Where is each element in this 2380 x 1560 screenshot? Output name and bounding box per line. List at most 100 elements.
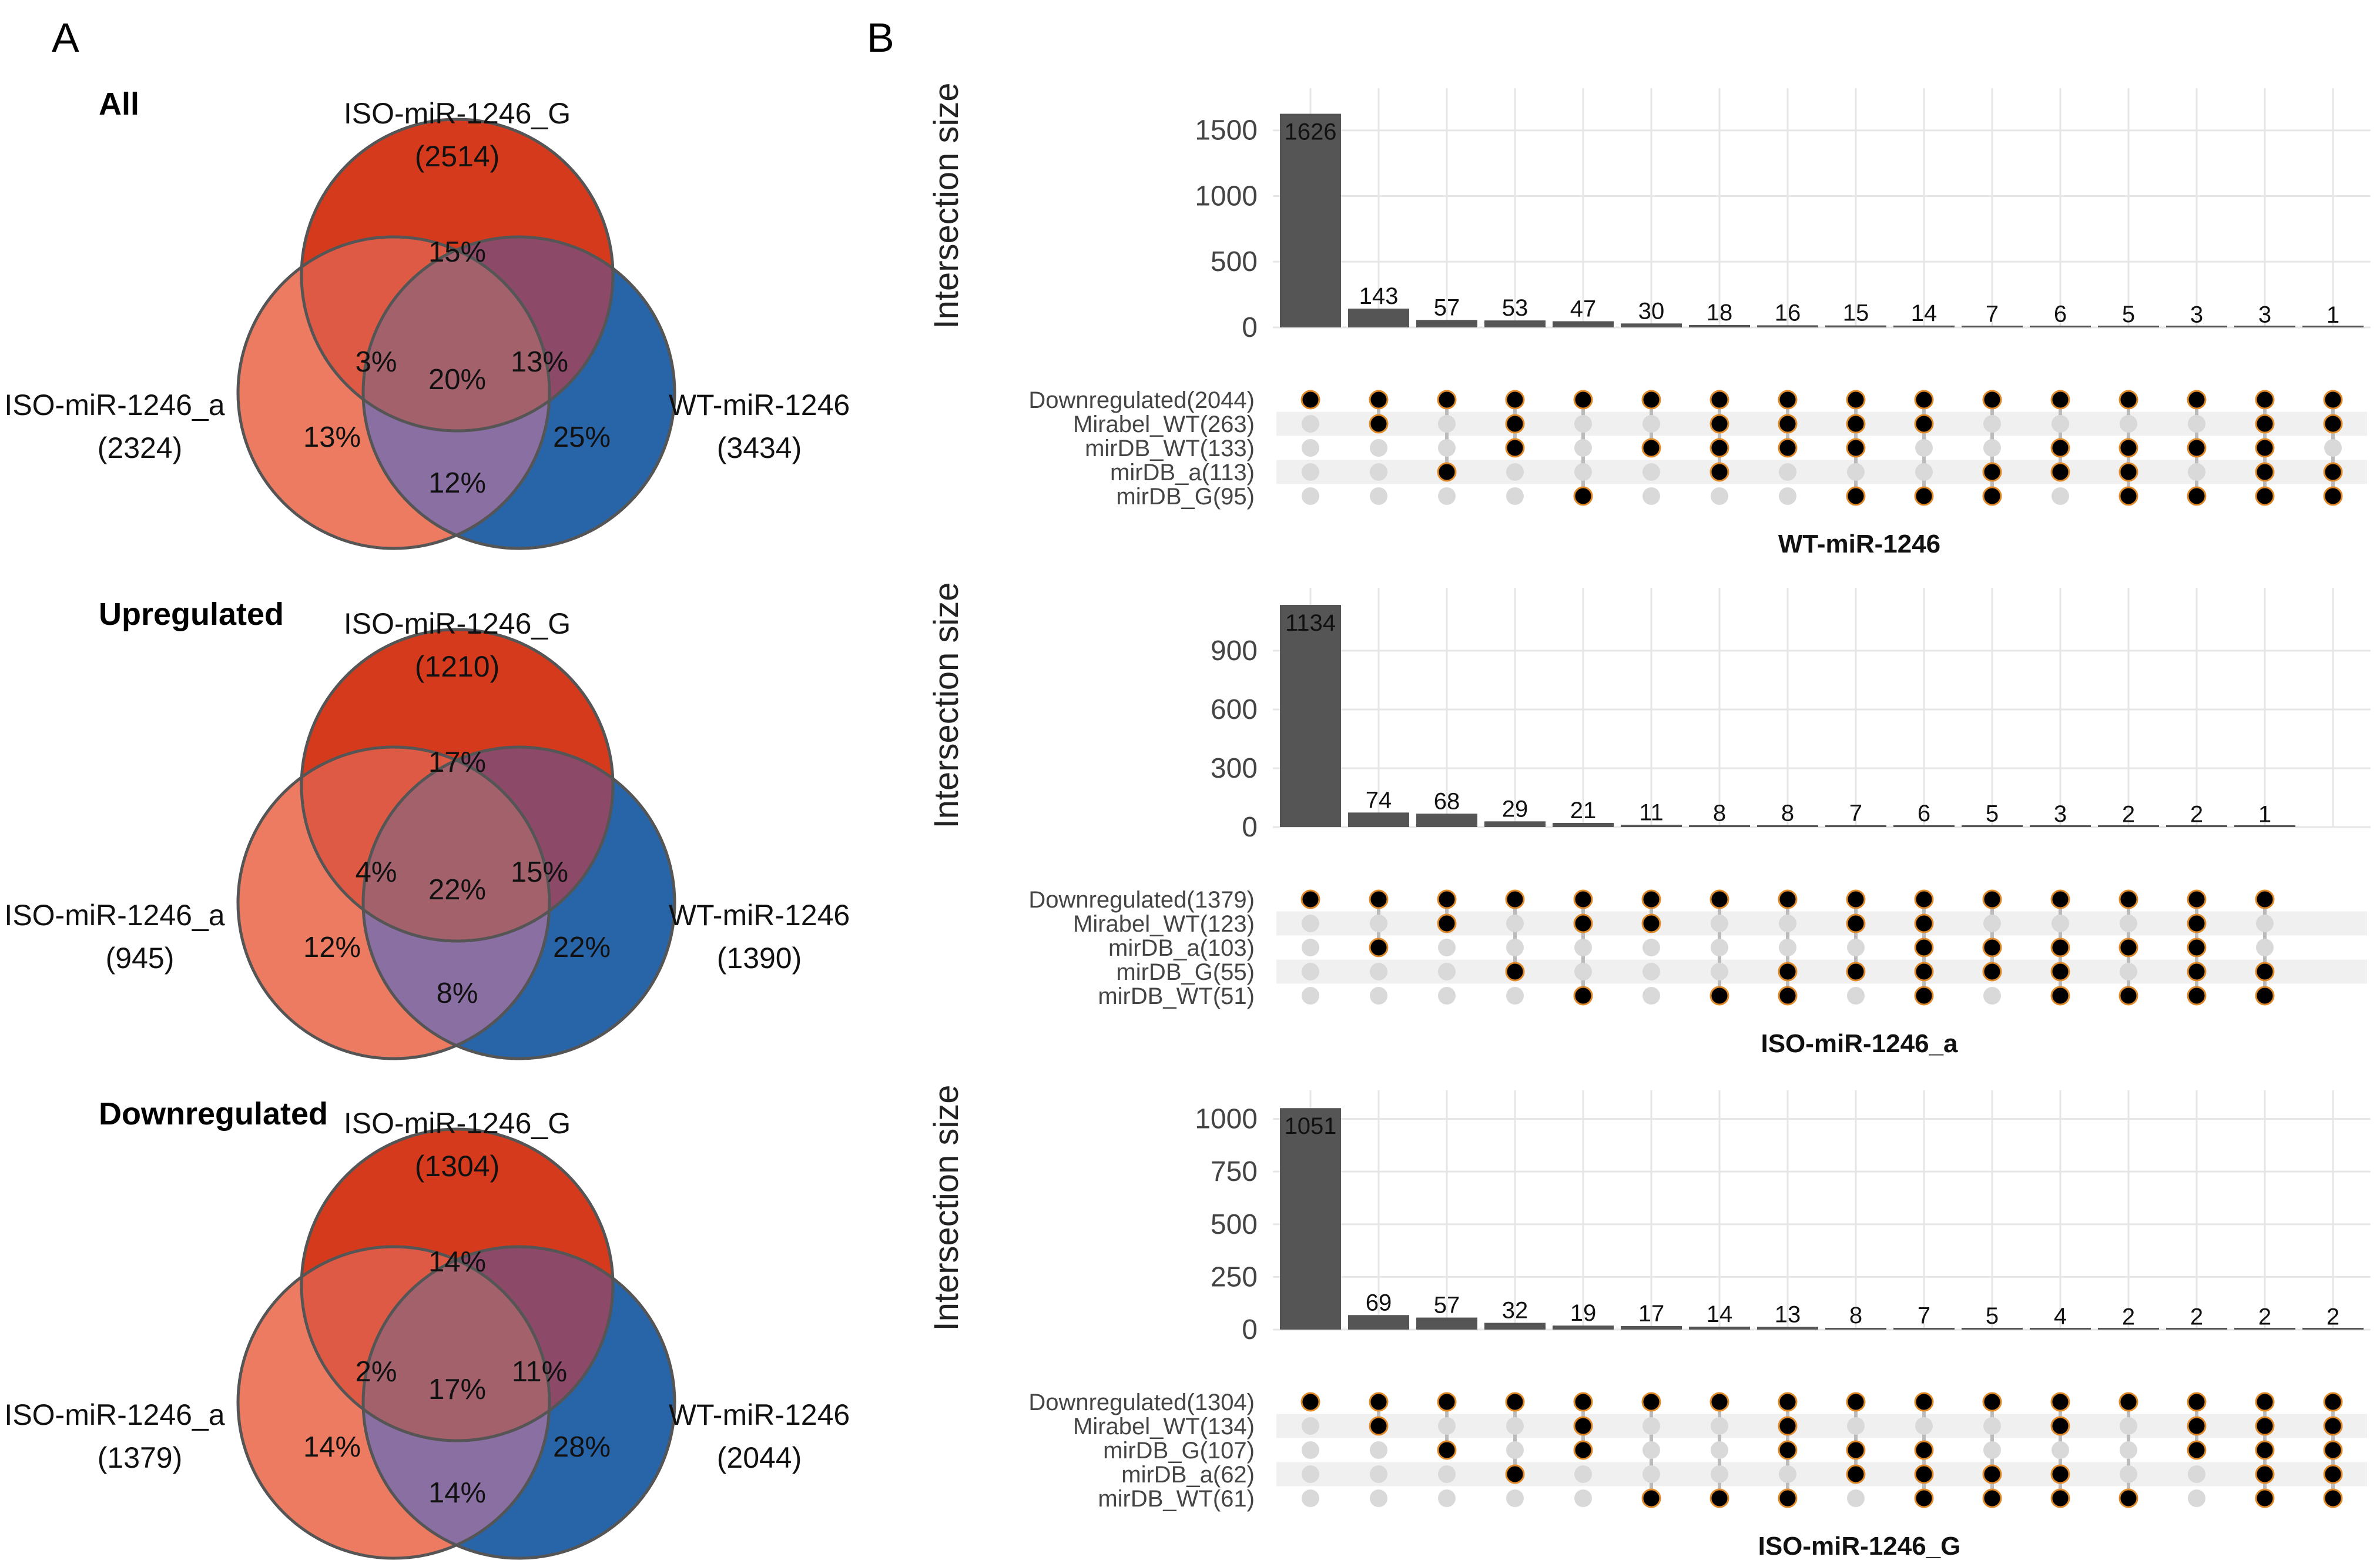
matrix-dot-off bbox=[1370, 963, 1387, 980]
venn-3: Downregulated ISO-miR-1246_G (1304) ISO-miR… bbox=[4, 1096, 850, 1560]
venn-pct-wt-only: 22% bbox=[553, 932, 611, 963]
matrix-dot-off bbox=[2188, 1489, 2205, 1507]
matrix-dot-off bbox=[2052, 1441, 2069, 1459]
matrix-dot-off bbox=[1302, 415, 1319, 433]
matrix-dot-on bbox=[1437, 390, 1457, 410]
bar-value-label: 21 bbox=[1570, 798, 1597, 823]
matrix-dot-off bbox=[1711, 487, 1728, 505]
bar bbox=[1893, 1328, 1955, 1330]
bar-value-label: 7 bbox=[1849, 801, 1862, 826]
venn-pct-g-wt: 11% bbox=[512, 1356, 567, 1388]
matrix-dot-off bbox=[1302, 963, 1319, 980]
y-axis-label: Intersection size bbox=[927, 1084, 966, 1331]
bar-value-label: 8 bbox=[1713, 800, 1726, 826]
matrix-dot-on bbox=[2255, 1416, 2275, 1436]
venn-pct-a-wt: 8% bbox=[437, 977, 478, 1009]
bar bbox=[1893, 325, 1955, 327]
bar bbox=[1825, 325, 1886, 327]
matrix-dot-on bbox=[1709, 986, 1729, 1006]
set-name-wt: WT-miR-1246 bbox=[669, 1398, 850, 1431]
bar-value-label: 2 bbox=[2122, 801, 2135, 827]
bar bbox=[1280, 605, 1341, 827]
matrix-dot-on bbox=[2050, 1416, 2070, 1436]
matrix-dot-on bbox=[1982, 390, 2002, 410]
matrix-dot-on bbox=[1778, 1416, 1798, 1436]
bar-value-label: 17 bbox=[1638, 1301, 1665, 1327]
matrix-dot-off bbox=[1711, 915, 1728, 932]
matrix-dot-on bbox=[2187, 986, 2207, 1006]
bar bbox=[2098, 825, 2159, 827]
matrix-dot-on bbox=[1914, 962, 1934, 982]
matrix-dot-off bbox=[1370, 487, 1387, 505]
set-name-iso-a: ISO-miR-1246_a bbox=[4, 389, 224, 421]
venn-outline bbox=[300, 118, 615, 433]
matrix-dot-on bbox=[1369, 1416, 1389, 1436]
matrix-dot-on bbox=[1505, 1392, 1525, 1412]
set-label: mirDB_G(107) bbox=[1103, 1438, 1255, 1464]
matrix-dot-on bbox=[1778, 1488, 1798, 1508]
matrix-dot-on bbox=[1982, 889, 2002, 909]
set-count-wt: (1390) bbox=[717, 942, 802, 975]
bar-value-label: 74 bbox=[1366, 787, 1392, 813]
matrix-dot-off bbox=[2120, 1417, 2137, 1435]
matrix-dot-off bbox=[1302, 1489, 1319, 1507]
bar-value-label: 3 bbox=[2258, 302, 2271, 327]
matrix-dot-off bbox=[1506, 1441, 1524, 1459]
matrix-dot-on bbox=[1641, 1488, 1661, 1508]
matrix-dot-off bbox=[2188, 463, 2205, 481]
y-tick-label: 1000 bbox=[1195, 1104, 1258, 1135]
matrix-dot-on bbox=[1709, 462, 1729, 482]
venn-outline bbox=[361, 1245, 676, 1560]
upset-title: ISO-miR-1246_G bbox=[1758, 1532, 1961, 1560]
matrix-dot-on bbox=[1437, 1440, 1457, 1460]
matrix-dot-off bbox=[2052, 487, 2069, 505]
matrix-dot-on bbox=[1573, 986, 1593, 1006]
matrix-dot-on bbox=[2187, 1392, 2207, 1412]
matrix-dot-off bbox=[1302, 439, 1319, 457]
matrix-dot-off bbox=[1506, 1489, 1524, 1507]
matrix-dot-off bbox=[1847, 987, 1865, 1005]
matrix-dot-on bbox=[1778, 962, 1798, 982]
matrix-dot-off bbox=[1847, 939, 1865, 956]
bar-value-label: 1051 bbox=[1285, 1113, 1337, 1139]
bar bbox=[1825, 1328, 1886, 1330]
matrix-dot-on bbox=[2187, 486, 2207, 506]
matrix-dot-off bbox=[1642, 963, 1660, 980]
y-tick-label: 500 bbox=[1211, 246, 1258, 277]
y-tick-label: 0 bbox=[1242, 1314, 1258, 1345]
bar bbox=[1825, 825, 1886, 827]
set-label: mirDB_WT(51) bbox=[1098, 983, 1255, 1009]
matrix-dot-off bbox=[1915, 439, 1933, 457]
set-label: Mirabel_WT(263) bbox=[1073, 411, 1255, 437]
matrix-dot-off bbox=[1779, 915, 1796, 932]
venn-pct-a-wt: 14% bbox=[428, 1477, 486, 1509]
set-name-iso-g: ISO-miR-1246_G bbox=[344, 607, 571, 640]
venn-outline bbox=[300, 628, 615, 943]
matrix-dot-off bbox=[2120, 1465, 2137, 1483]
matrix-dot-on bbox=[2255, 986, 2275, 1006]
set-count-wt: (3434) bbox=[717, 431, 802, 464]
set-name-wt: WT-miR-1246 bbox=[669, 899, 850, 932]
set-label: Downregulated(1379) bbox=[1028, 887, 1255, 913]
matrix-dot-on bbox=[1982, 462, 2002, 482]
bar bbox=[2166, 825, 2227, 827]
matrix-dot-on bbox=[1505, 438, 1525, 458]
y-tick-label: 1500 bbox=[1195, 115, 1258, 146]
bar-value-label: 2 bbox=[2190, 801, 2203, 827]
matrix-dot-off bbox=[1574, 963, 1592, 980]
venn-pct-g-only: 15% bbox=[428, 236, 486, 268]
matrix-dot-off bbox=[1915, 1417, 1933, 1435]
matrix-dot-off bbox=[2120, 915, 2137, 932]
set-label: mirDB_WT(133) bbox=[1085, 436, 1255, 461]
venn-overlap-all bbox=[363, 1247, 549, 1441]
matrix-dot-off bbox=[1847, 1489, 1865, 1507]
matrix-dot-on bbox=[1369, 938, 1389, 958]
matrix-dot-on bbox=[1846, 414, 1866, 434]
venn-diagrams: All ISO-miR-1246_G (2514) ISO-miR-1246_a (23… bbox=[4, 86, 850, 1560]
y-tick-label: 0 bbox=[1242, 812, 1258, 843]
bar bbox=[1416, 814, 1477, 827]
bar bbox=[1962, 825, 2023, 827]
